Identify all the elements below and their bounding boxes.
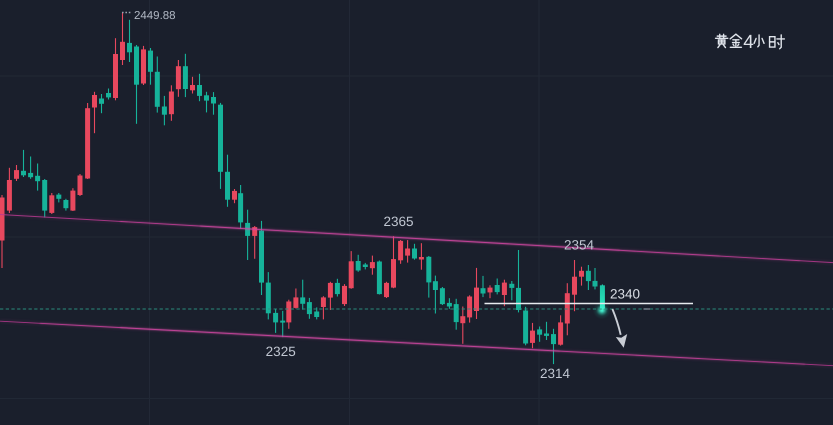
svg-text:2354: 2354 [564, 238, 595, 253]
svg-text:2449.88: 2449.88 [134, 10, 176, 22]
svg-text:4: 4 [743, 32, 754, 53]
svg-text:2314: 2314 [540, 366, 571, 381]
svg-text:2365: 2365 [383, 214, 413, 229]
svg-text:2340: 2340 [610, 287, 640, 302]
svg-text:2325: 2325 [266, 344, 296, 359]
